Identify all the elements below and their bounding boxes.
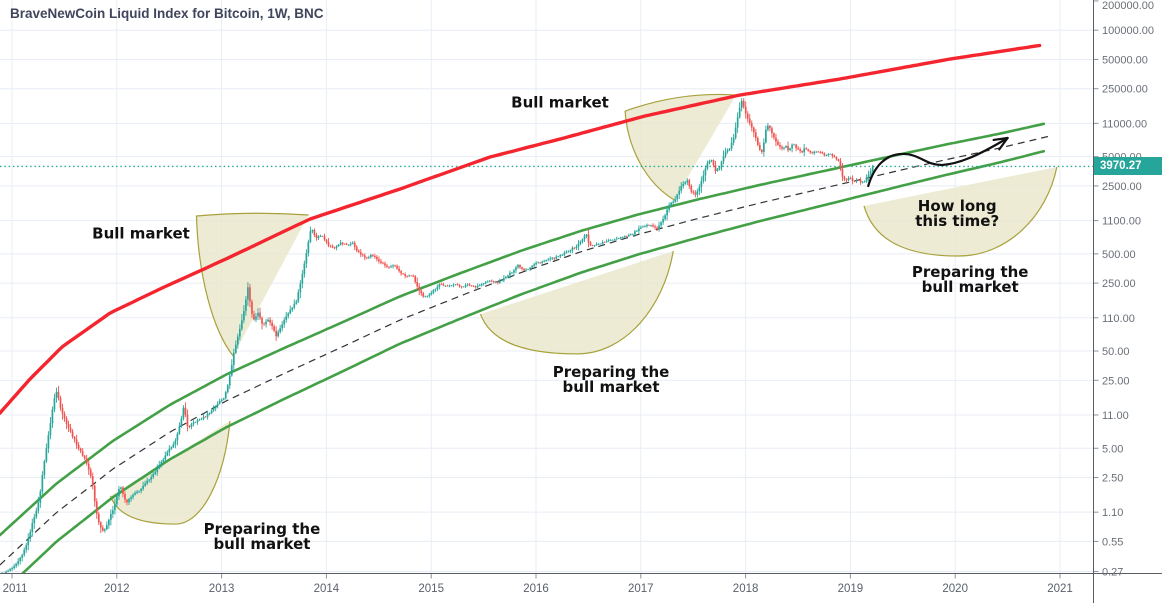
- time-tick-label: 2021: [1047, 583, 1073, 595]
- shape-lens-2018-accum[interactable]: [864, 166, 1057, 257]
- shape-lens-2015-accum[interactable]: [480, 251, 674, 354]
- price-tick-label: 11000.00: [1102, 118, 1147, 130]
- last-price-badge[interactable]: 3970.27: [1094, 157, 1162, 175]
- channel-mid-dashed-line[interactable]: [0, 135, 1049, 566]
- time-tick-label: 2019: [838, 583, 864, 595]
- price-tick-label: 1.10: [1102, 507, 1123, 519]
- price-tick-label: 25000.00: [1102, 84, 1148, 96]
- time-tick-label: 2013: [209, 583, 235, 595]
- time-tick-label: 2020: [942, 583, 968, 595]
- price-tick-label: 0.27: [1102, 566, 1123, 578]
- time-tick-label: 2018: [733, 583, 759, 595]
- plot-area: Bull market Bull market Preparing the bull …: [0, 0, 1093, 595]
- price-tick-label: 1100.00: [1102, 216, 1141, 228]
- grid: [0, 0, 1093, 573]
- price-tick-label: 250.00: [1102, 278, 1136, 290]
- price-tick-label: 200000.00: [1102, 0, 1154, 12]
- time-tick-label: 2012: [104, 583, 130, 595]
- channel-lower-line[interactable]: [0, 149, 1046, 595]
- trend-arrow[interactable]: [867, 136, 1009, 188]
- annotation-preparing-1[interactable]: Preparing the bull market: [204, 520, 321, 553]
- annotation-bull-market-1[interactable]: Bull market: [92, 224, 190, 242]
- price-tick-label: 100000.00: [1102, 25, 1154, 37]
- time-tick-label: 2016: [523, 583, 549, 595]
- time-tick-label: 2017: [628, 583, 654, 595]
- channel-upper-line[interactable]: [0, 122, 1046, 537]
- price-axis[interactable]: 200000.00 100000.00 50000.00 25000.00 11000.…: [1094, 0, 1154, 578]
- annotation-preparing-2[interactable]: Preparing the bull market: [553, 363, 670, 396]
- price-tick-label: 50000.00: [1102, 54, 1148, 66]
- annotation-how-long[interactable]: How long this time?: [915, 197, 999, 230]
- price-tick-label: 0.55: [1102, 536, 1123, 548]
- time-tick-label: 2011: [3, 583, 28, 595]
- time-axis[interactable]: 2011 2012 2013 2014 2015 2016 2017 2018 2019 2020…: [3, 574, 1073, 595]
- shape-lens-2012-accum[interactable]: [110, 421, 230, 525]
- price-tick-label: 25.00: [1102, 375, 1130, 387]
- time-tick-label: 2014: [314, 583, 340, 595]
- annotation-bull-market-2[interactable]: Bull market: [511, 94, 609, 112]
- price-tick-label: 50.00: [1102, 346, 1130, 358]
- price-tick-label: 11.00: [1102, 410, 1129, 422]
- drawing-shapes[interactable]: [109, 93, 1058, 525]
- symbol-title[interactable]: BraveNewCoin Liquid Index for Bitcoin, 1…: [10, 6, 324, 21]
- price-tick-label: 500.00: [1102, 249, 1136, 261]
- price-tick-label: 2500.00: [1102, 181, 1142, 193]
- price-tick-label: 110.00: [1102, 313, 1135, 325]
- resistance-curve[interactable]: [0, 43, 1042, 415]
- annotation-preparing-3[interactable]: Preparing the bull market: [912, 263, 1029, 296]
- shape-lens-2013-bull[interactable]: [196, 213, 309, 356]
- price-tick-label: 2.50: [1102, 473, 1123, 485]
- candlestick-series: [1, 98, 874, 573]
- shape-lens-2017-bull[interactable]: [625, 94, 737, 201]
- time-tick-label: 2015: [418, 583, 444, 595]
- price-tick-label: 5.00: [1102, 443, 1123, 455]
